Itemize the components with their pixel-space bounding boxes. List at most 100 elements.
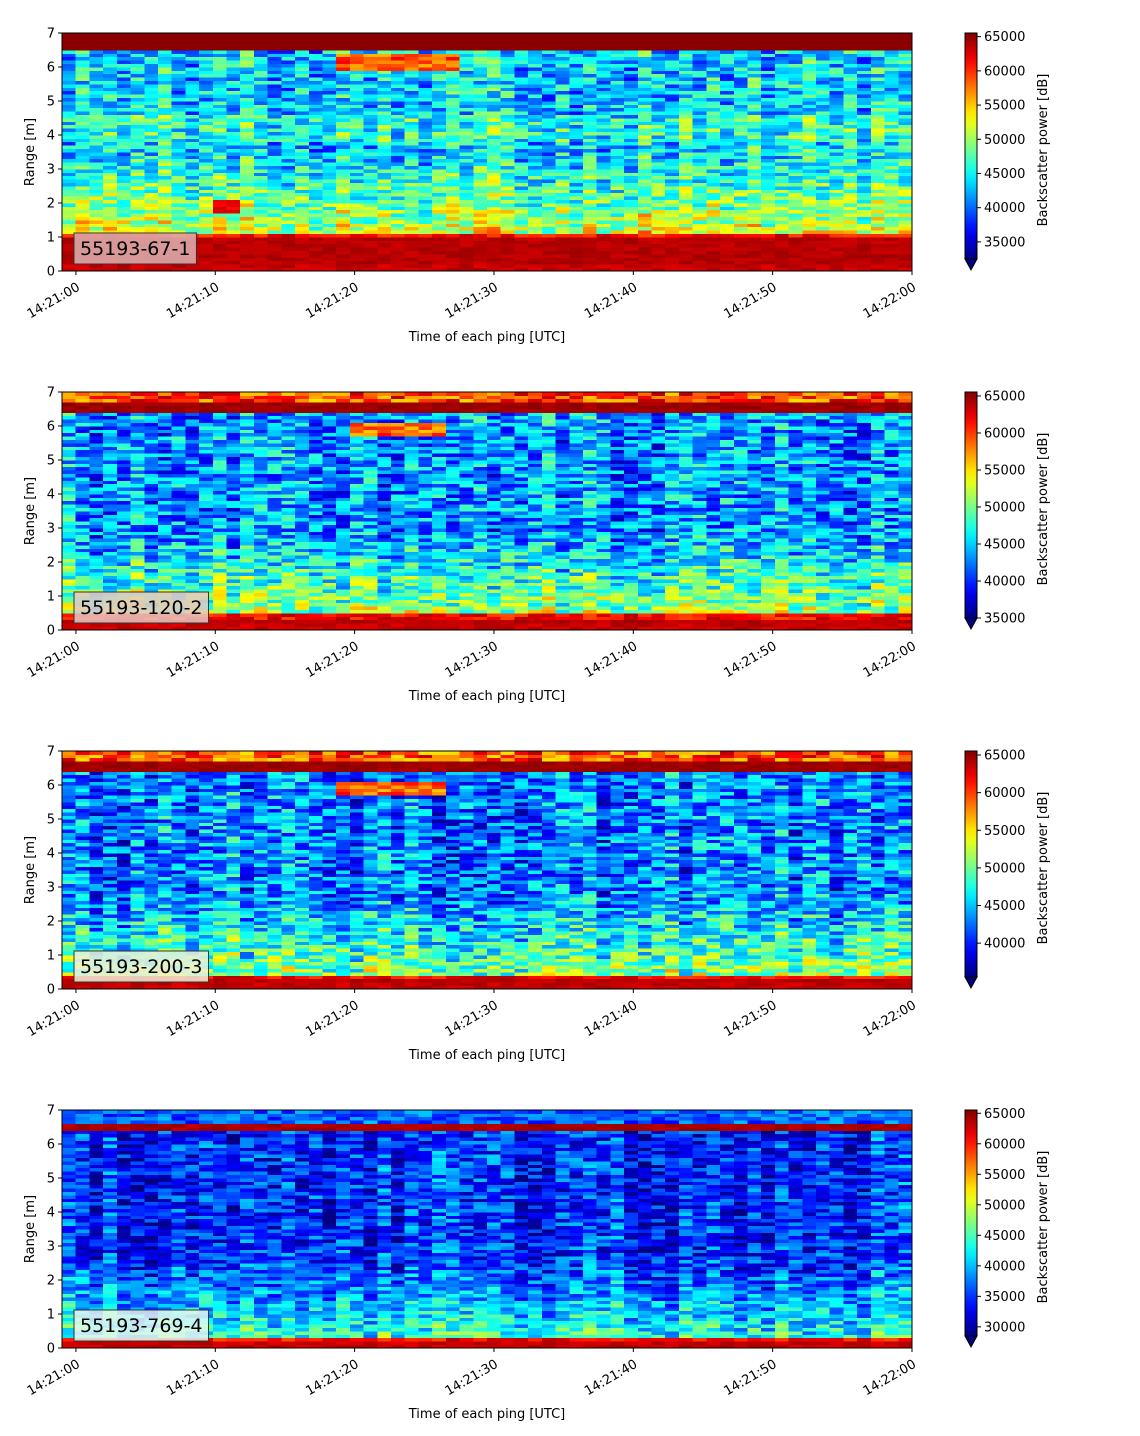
heatmap-cells	[62, 33, 913, 272]
x-tick-label: 14:21:40	[582, 998, 640, 1040]
colorbar-tick-label: 50000	[984, 133, 1025, 148]
colorbar-tick-label: 40000	[984, 574, 1025, 589]
y-tick-label: 0	[47, 983, 55, 998]
x-tick-label: 14:21:50	[721, 998, 779, 1040]
y-tick-label: 6	[47, 779, 55, 794]
instrument-label-box	[73, 1309, 210, 1342]
colorbar-tick-label: 35000	[984, 235, 1025, 250]
x-axis-label: Time of each ping [UTC]	[408, 330, 566, 345]
x-tick-label: 14:21:40	[582, 639, 640, 681]
x-tick-label: 14:21:30	[443, 280, 501, 322]
x-tick-label: 14:22:00	[861, 639, 919, 681]
instrument-label: 55193-769-4	[80, 1315, 203, 1337]
x-axis-label: Time of each ping [UTC]	[408, 1048, 566, 1063]
x-tick-label: 14:21:20	[303, 639, 361, 681]
instrument-label: 55193-67-1	[80, 238, 190, 260]
colorbar-tick-label: 35000	[984, 1290, 1025, 1305]
x-tick-label: 14:21:20	[303, 280, 361, 322]
colorbar-tick-label: 45000	[984, 1229, 1025, 1244]
y-tick-label: 7	[47, 386, 55, 401]
x-tick-label: 14:21:00	[25, 998, 83, 1040]
colorbar-label: Backscatter power [dB]	[1036, 1151, 1051, 1304]
y-tick-label: 1	[47, 949, 55, 964]
x-tick-label: 14:21:40	[582, 1357, 640, 1399]
colorbar-tick-label: 60000	[984, 64, 1025, 79]
y-tick-label: 0	[47, 1342, 55, 1357]
colorbar-extend-arrow	[964, 976, 978, 990]
subplot-1: 0 1 2 3 4 5 6 7 14:21:00 14:21:10 14:21:20 14:21:30…	[23, 27, 1051, 346]
x-tick-label: 14:21:10	[164, 280, 222, 322]
y-tick-label: 7	[47, 1104, 55, 1119]
colorbar: 40000 45000 50000 55000 60000 65000 Backscatte…	[964, 749, 1051, 990]
x-axis-label: Time of each ping [UTC]	[408, 1407, 566, 1422]
y-tick-label: 3	[47, 1240, 55, 1255]
y-tick-label: 3	[47, 163, 55, 178]
y-axis-label: Range [m]	[23, 477, 38, 545]
y-tick-label: 4	[47, 847, 55, 862]
colorbar-tick-label: 40000	[984, 1259, 1025, 1274]
y-tick-label: 5	[47, 813, 55, 828]
x-tick-label: 14:21:50	[721, 1357, 779, 1399]
colorbar-extend-arrow	[964, 258, 978, 272]
colorbar-tick-label: 55000	[984, 1168, 1025, 1183]
colorbar-tick-label: 65000	[984, 749, 1025, 764]
y-tick-label: 4	[47, 129, 55, 144]
subplot-4: 0 1 2 3 4 5 6 7 14:21:00 14:21:10 14:21:20 14:21:30…	[23, 1104, 1051, 1423]
x-tick-label: 14:21:10	[164, 998, 222, 1040]
x-tick-label: 14:21:30	[443, 1357, 501, 1399]
y-tick-label: 2	[47, 197, 55, 212]
x-tick-label: 14:21:10	[164, 639, 222, 681]
x-tick-label: 14:21:00	[25, 639, 83, 681]
colorbar-tick-label: 45000	[984, 899, 1025, 914]
instrument-label-box	[73, 950, 210, 983]
y-tick-label: 4	[47, 488, 55, 503]
y-tick-label: 5	[47, 1172, 55, 1187]
colorbar-tick-label: 60000	[984, 426, 1025, 441]
x-tick-label: 14:21:20	[303, 1357, 361, 1399]
x-tick-label: 14:22:00	[861, 998, 919, 1040]
y-tick-label: 1	[47, 590, 55, 605]
colorbar-tick-label: 65000	[984, 389, 1025, 404]
colorbar-extend-arrow	[964, 617, 978, 631]
x-tick-label: 14:21:20	[303, 998, 361, 1040]
x-tick-label: 14:21:30	[443, 998, 501, 1040]
y-tick-label: 3	[47, 881, 55, 896]
colorbar: 30000 35000 40000 45000 50000 55000 60000 65000…	[964, 1107, 1051, 1349]
y-tick-label: 0	[47, 265, 55, 280]
colorbar-tick-label: 55000	[984, 463, 1025, 478]
colorbar-tick-label: 65000	[984, 30, 1025, 45]
colorbar-tick-label: 45000	[984, 537, 1025, 552]
instrument-label: 55193-120-2	[80, 597, 203, 619]
x-tick-label: 14:21:50	[721, 639, 779, 681]
instrument-label-box	[73, 232, 197, 265]
y-axis-label: Range [m]	[23, 836, 38, 904]
x-tick-label: 14:22:00	[861, 280, 919, 322]
colorbar-tick-label: 55000	[984, 824, 1025, 839]
x-axis-label: Time of each ping [UTC]	[408, 689, 566, 704]
axes-frame	[61, 32, 913, 272]
y-tick-label: 2	[47, 915, 55, 930]
y-tick-label: 2	[47, 556, 55, 571]
x-tick-label: 14:21:10	[164, 1357, 222, 1399]
instrument-label: 55193-200-3	[80, 956, 203, 978]
colorbar-tick-label: 40000	[984, 937, 1025, 952]
colorbar: 35000 40000 45000 50000 55000 60000 65000 Backs…	[964, 389, 1051, 631]
y-tick-label: 3	[47, 522, 55, 537]
colorbar-tick-label: 60000	[984, 1137, 1025, 1152]
x-tick-label: 14:21:00	[25, 1357, 83, 1399]
subplot-2: 0 1 2 3 4 5 6 7 14:21:00 14:21:10 14:21:20 14:21:30…	[23, 386, 1051, 705]
y-tick-label: 2	[47, 1274, 55, 1289]
y-tick-label: 1	[47, 231, 55, 246]
x-tick-label: 14:21:50	[721, 280, 779, 322]
colorbar-extend-arrow	[964, 1335, 978, 1349]
colorbar-label: Backscatter power [dB]	[1036, 433, 1051, 586]
colorbar-tick-label: 50000	[984, 500, 1025, 515]
colorbar-tick-label: 40000	[984, 201, 1025, 216]
subplot-3: 0 1 2 3 4 5 6 7 14:21:00 14:21:10 14:21:20 14:21:30…	[23, 745, 1051, 1064]
x-tick-label: 14:22:00	[861, 1357, 919, 1399]
colorbar-tick-label: 60000	[984, 786, 1025, 801]
colorbar-tick-label: 55000	[984, 99, 1025, 114]
y-tick-label: 5	[47, 454, 55, 469]
axes-frame	[61, 1109, 913, 1349]
